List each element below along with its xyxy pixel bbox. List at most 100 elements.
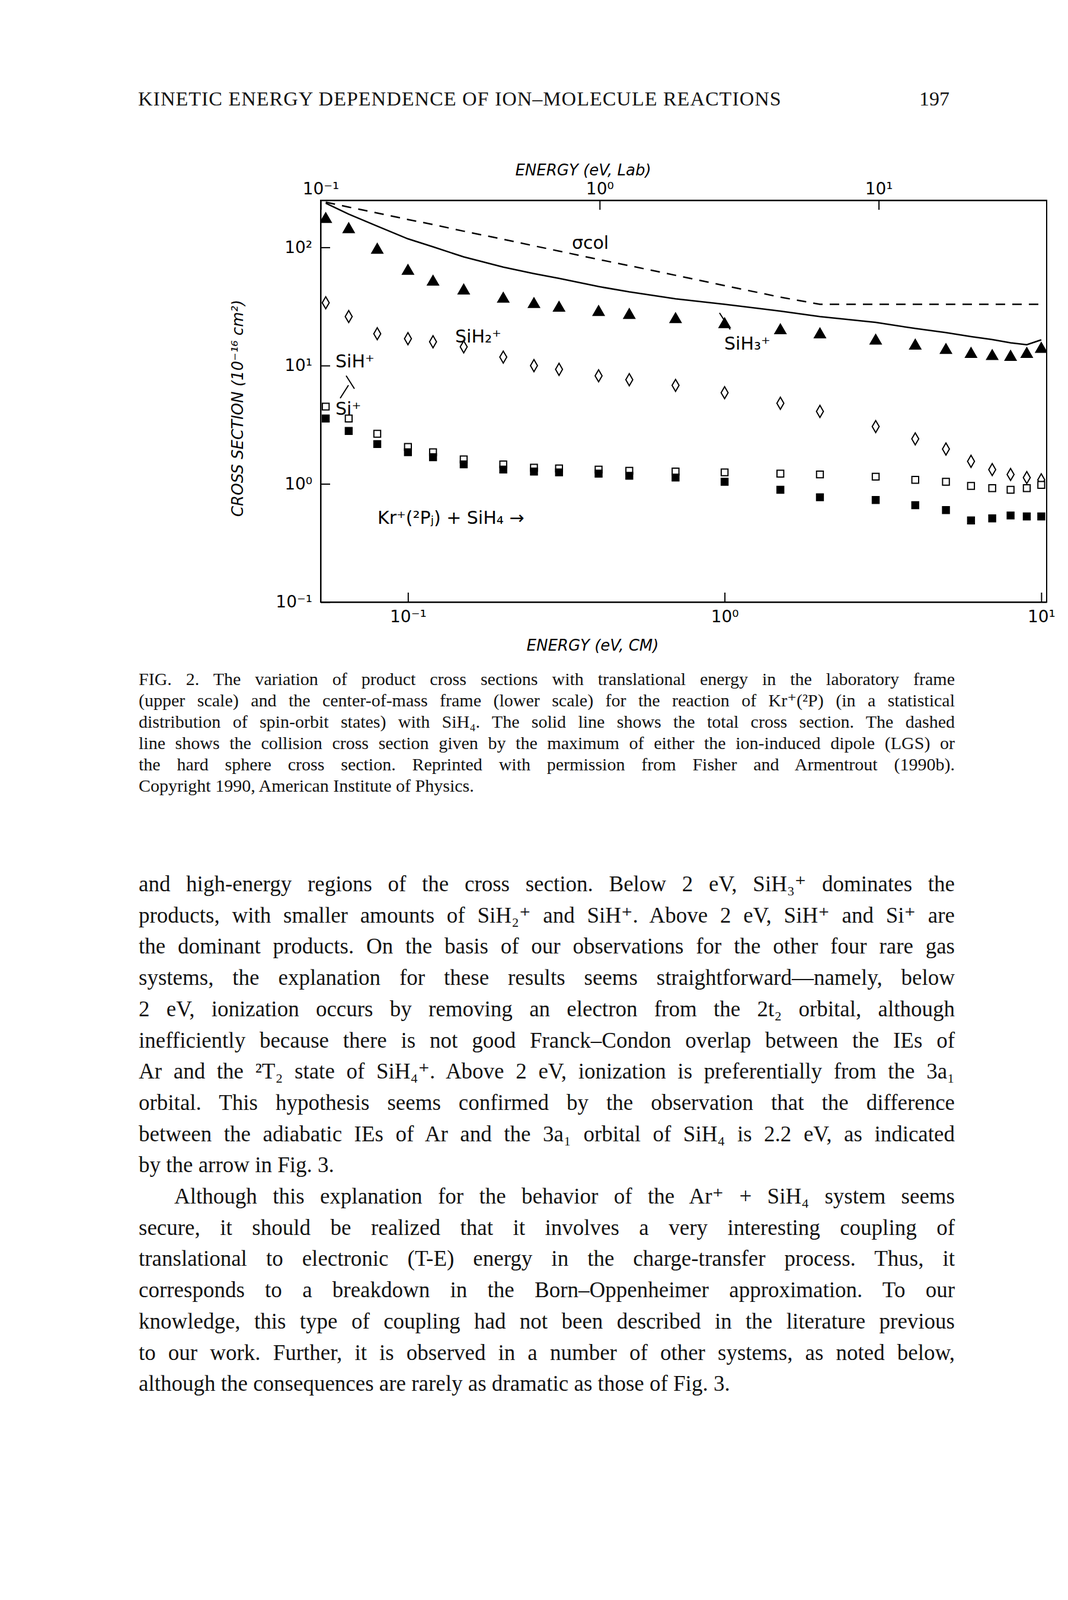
point (670, 312, 682, 323)
axis-line (320, 200, 322, 603)
tick-mark (878, 200, 880, 210)
point (988, 463, 996, 476)
tick-mark (724, 592, 726, 603)
point (1006, 486, 1014, 494)
point (1021, 347, 1033, 358)
point (776, 470, 784, 478)
annotation: Kr⁺(²Pⱼ) + SiH₄ → (377, 507, 524, 529)
x-axis-title: ENERGY (eV, CM) (526, 636, 660, 655)
tick: 10⁻¹ (275, 592, 331, 612)
body-line: Ar and the ²T₂ state of SiH₄⁺. Above 2 e… (138, 1056, 955, 1087)
plot-frame (320, 200, 1047, 603)
body-line: products, with smaller amounts of SiH₂⁺ … (138, 900, 955, 932)
axis-line (321, 200, 1048, 202)
point (988, 484, 996, 492)
point (528, 298, 540, 308)
tick-label: 10⁰ (586, 178, 615, 199)
point (776, 397, 785, 409)
point (1005, 350, 1017, 361)
caption-line: (upper scale) and the center-of-mass fra… (138, 689, 955, 712)
point (530, 359, 538, 372)
point (555, 363, 563, 376)
point (721, 386, 729, 399)
tick: 10⁻¹ (389, 592, 427, 627)
point (404, 332, 412, 345)
tick-label: 10⁰ (711, 606, 740, 627)
tick: 10² (284, 237, 331, 258)
point (814, 328, 826, 338)
point (322, 296, 330, 309)
tick-label: 10⁻¹ (389, 606, 427, 627)
point (1023, 513, 1031, 520)
point (672, 379, 680, 392)
point (530, 468, 537, 475)
caption-line: FIG. 2. The variation of product cross s… (138, 668, 955, 690)
tick-label: 10¹ (1027, 606, 1056, 627)
body-line: Although this explanation for the behavi… (174, 1181, 955, 1213)
tick: 10¹ (284, 355, 331, 376)
series-points (322, 296, 1045, 486)
body-line: corresponds to a breakdown in the Born–O… (138, 1274, 955, 1306)
point (986, 349, 999, 360)
y-axis: 10⁻¹ 10⁰ 10¹ 10² (275, 200, 331, 613)
caption-line: line shows the collision cross section g… (138, 732, 955, 754)
point (322, 403, 329, 410)
body-line: orbital. This hypothesis seems confirmed… (138, 1087, 955, 1119)
point (816, 405, 824, 418)
point (816, 471, 824, 478)
point (429, 336, 437, 348)
point (404, 448, 412, 456)
body-line: knowledge, this type of coupling had not… (138, 1306, 955, 1338)
point (427, 275, 439, 286)
body-line: systems, the explanation for these resul… (138, 962, 955, 994)
tick-label: 10¹ (284, 355, 313, 376)
point (988, 515, 996, 522)
x2-axis: 10⁻¹10⁰10¹ (302, 178, 1048, 210)
point (373, 327, 382, 340)
point (909, 339, 922, 350)
point (373, 440, 381, 448)
tick-label: 10⁻¹ (302, 178, 340, 199)
body-line: secure, it should be realized that it in… (138, 1212, 955, 1244)
point (1037, 513, 1045, 520)
running-header: KINETIC ENERGY DEPENDENCE OF ION–MOLECUL… (138, 87, 782, 111)
point (429, 453, 437, 461)
point (555, 468, 563, 476)
body-line: although the consequences are rarely as … (138, 1368, 955, 1400)
point (1035, 342, 1047, 353)
tick: 10⁰ (284, 474, 331, 494)
body-line: between the adiabatic IEs of Ar and the … (138, 1118, 955, 1150)
tick-mark (320, 247, 331, 249)
caption-line: Copyright 1990, American Institute of Ph… (138, 775, 955, 797)
tick-label: 10⁰ (284, 474, 313, 494)
point (593, 305, 605, 316)
point (497, 292, 510, 303)
tick-label: 10² (284, 237, 313, 258)
plot-area (320, 202, 1047, 524)
point (623, 308, 635, 319)
point (625, 373, 633, 386)
point (912, 501, 919, 509)
caption-line: the hard sphere cross section. Reprinted… (138, 753, 955, 776)
tick: 10⁰ (711, 592, 740, 627)
point (912, 476, 919, 484)
point (553, 301, 565, 312)
body-line: 2 eV, ionization occurs by removing an e… (138, 993, 955, 1025)
point (402, 264, 414, 275)
point (322, 414, 329, 422)
point (345, 427, 353, 435)
body-line: the dominant products. On the basis of o… (138, 931, 955, 962)
page-number: 197 (919, 87, 950, 111)
point (942, 443, 950, 456)
body-line: to our work. Further, it is observed in … (138, 1337, 955, 1369)
point (967, 455, 975, 468)
point (1006, 512, 1014, 519)
point (320, 212, 332, 223)
body-line: by the arrow in Fig. 3. (138, 1149, 955, 1181)
total-line (325, 203, 1042, 345)
point (816, 493, 824, 501)
point (942, 506, 949, 514)
body-line: inefficiently because there is not good … (138, 1025, 955, 1057)
point (872, 420, 880, 433)
y-axis-title: CROSS SECTION (10⁻¹⁶ cm²) (228, 299, 247, 517)
